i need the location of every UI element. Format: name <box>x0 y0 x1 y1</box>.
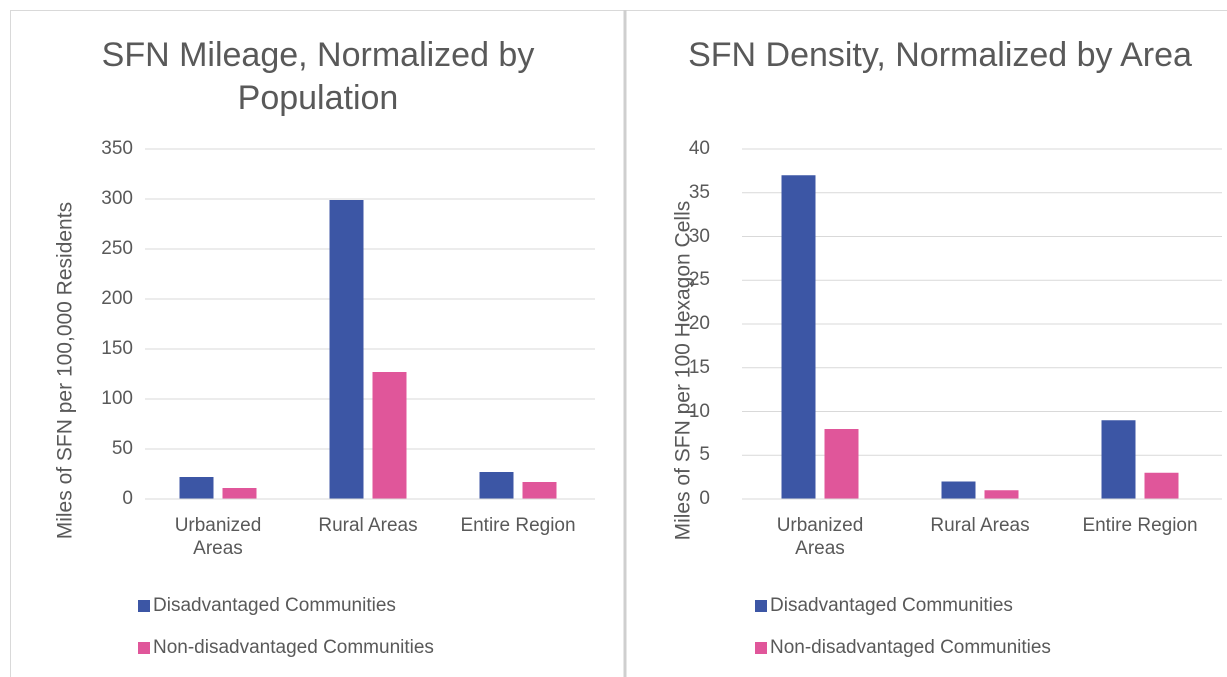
y-tick-label: 200 <box>101 288 133 309</box>
chart-title: SFN Mileage, Normalized by Population <box>101 36 535 117</box>
y-tick-label: 40 <box>688 138 710 159</box>
legend-label: Non-disadvantaged Communities <box>770 637 1051 658</box>
y-tick-label: 100 <box>101 388 133 409</box>
y-tick-label: 350 <box>101 138 133 159</box>
chart-title: SFN Density, Normalized by Area <box>688 36 1192 74</box>
bar <box>372 372 407 499</box>
x-tick-label: Rural Areas <box>930 515 1030 536</box>
x-tick-label: Rural Areas <box>318 515 418 536</box>
y-tick-label: 30 <box>688 225 710 247</box>
bar <box>941 481 976 499</box>
y-tick-label: 25 <box>688 269 710 291</box>
y-tick-label: 50 <box>111 438 133 459</box>
y-tick-label: 150 <box>101 338 133 359</box>
y-axis-label: Miles of SFN per 100,000 Residents <box>53 201 77 540</box>
bar <box>1144 472 1179 499</box>
legend-swatch <box>755 600 767 612</box>
y-tick-label: 35 <box>688 181 710 203</box>
y-tick-label: 10 <box>688 400 710 422</box>
bar <box>222 488 257 499</box>
x-tick-label: Urbanized Areas <box>174 515 262 559</box>
bar <box>479 472 514 499</box>
x-tick-label: Urbanized Areas <box>776 515 864 559</box>
y-tick-label: 250 <box>101 238 133 259</box>
x-tick-label: Entire Region <box>1082 515 1198 536</box>
y-tick-label: 5 <box>699 444 710 466</box>
x-tick-label: Entire Region <box>460 515 576 536</box>
legend-label: Disadvantaged Communities <box>770 595 1013 616</box>
y-tick-label: 0 <box>699 488 710 509</box>
legend-swatch <box>138 600 150 612</box>
bar <box>824 429 859 499</box>
bar <box>522 482 557 499</box>
legend-swatch <box>755 642 767 654</box>
y-tick-label: 20 <box>688 313 710 334</box>
y-tick-label: 0 <box>122 488 133 509</box>
y-tick-label: 15 <box>688 356 710 378</box>
bar <box>781 175 816 499</box>
bar <box>179 477 214 499</box>
bar <box>329 200 364 499</box>
y-tick-label: 300 <box>101 188 133 209</box>
bar <box>1101 420 1136 499</box>
legend-swatch <box>138 642 150 654</box>
bar <box>984 490 1019 499</box>
legend-label: Non-disadvantaged Communities <box>153 637 434 658</box>
legend-label: Disadvantaged Communities <box>153 595 396 616</box>
